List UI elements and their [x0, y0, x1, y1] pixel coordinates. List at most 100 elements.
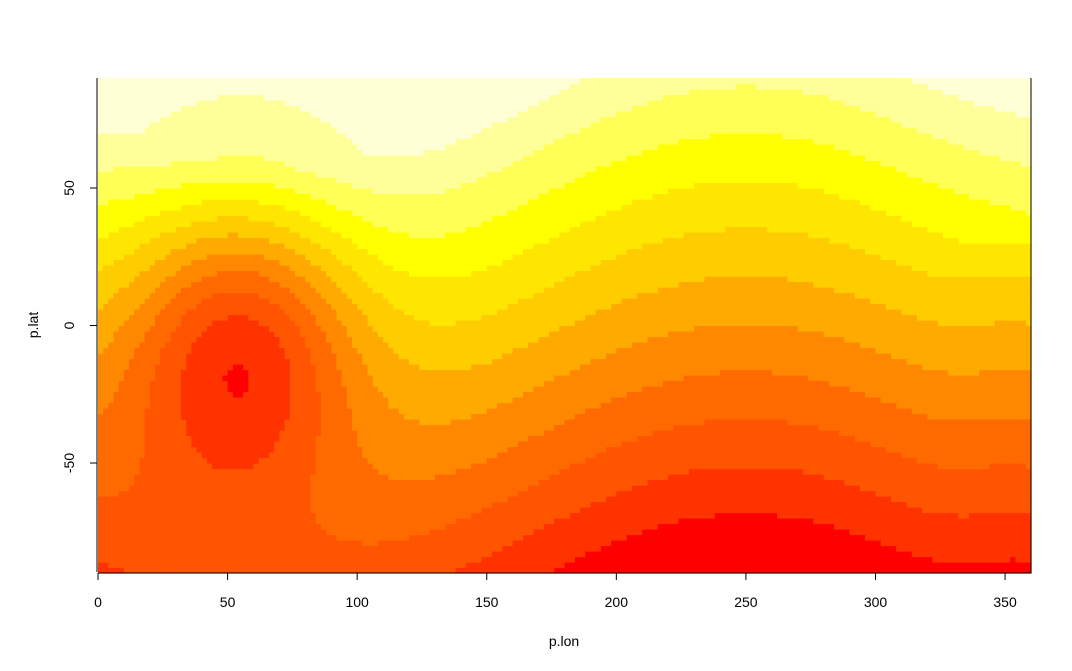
heatmap-cell: [321, 271, 327, 277]
heatmap-cell: [171, 458, 177, 464]
heatmap-cell: [295, 194, 301, 200]
heatmap-cell: [103, 430, 109, 436]
heatmap-cell: [342, 485, 348, 491]
heatmap-cell: [336, 177, 342, 183]
heatmap-cell: [119, 315, 125, 321]
heatmap-cell: [160, 364, 166, 370]
heatmap-cell: [368, 128, 374, 134]
heatmap-cell: [254, 260, 260, 266]
heatmap-cell: [336, 320, 342, 326]
heatmap-cell: [342, 326, 348, 332]
heatmap-cell: [228, 359, 234, 365]
heatmap-cell: [362, 282, 368, 288]
heatmap-cell: [222, 216, 228, 222]
heatmap-cell: [290, 95, 296, 101]
heatmap-cell: [222, 524, 228, 530]
heatmap-cell: [228, 188, 234, 194]
heatmap-cell: [207, 403, 213, 409]
heatmap-cell: [228, 518, 234, 524]
heatmap-cell: [243, 271, 249, 277]
heatmap-cell: [347, 469, 353, 475]
heatmap-cell: [331, 139, 337, 145]
heatmap-cell: [331, 309, 337, 315]
heatmap-cell: [269, 161, 275, 167]
heatmap-cell: [238, 518, 244, 524]
heatmap-cell: [243, 95, 249, 101]
heatmap-cell: [171, 210, 177, 216]
heatmap-cell: [233, 540, 239, 546]
heatmap-cell: [326, 199, 332, 205]
heatmap-cell: [160, 210, 166, 216]
heatmap-cell: [171, 469, 177, 475]
heatmap-cell: [124, 419, 130, 425]
heatmap-cell: [217, 474, 223, 480]
heatmap-cell: [336, 386, 342, 392]
heatmap-cell: [347, 540, 353, 546]
heatmap-cell: [295, 188, 301, 194]
heatmap-cell: [326, 452, 332, 458]
heatmap-cell: [217, 293, 223, 299]
heatmap-cell: [222, 172, 228, 178]
heatmap-cell: [228, 331, 234, 337]
heatmap-cell: [243, 161, 249, 167]
heatmap-cell: [368, 304, 374, 310]
heatmap-cell: [129, 161, 135, 167]
heatmap-cell: [243, 392, 249, 398]
heatmap-cell: [378, 502, 384, 508]
heatmap-cell: [316, 326, 322, 332]
heatmap-cell: [352, 89, 358, 95]
heatmap-cell: [259, 425, 265, 431]
heatmap-cell: [176, 392, 182, 398]
heatmap-cell: [243, 419, 249, 425]
heatmap-cell: [378, 370, 384, 376]
heatmap-cell: [129, 271, 135, 277]
heatmap-cell: [300, 249, 306, 255]
heatmap-cell: [352, 249, 358, 255]
heatmap-cell: [233, 518, 239, 524]
heatmap-cell: [228, 243, 234, 249]
heatmap-cell: [352, 106, 358, 112]
heatmap-cell: [233, 161, 239, 167]
heatmap-cell: [176, 89, 182, 95]
heatmap-cell: [212, 551, 218, 557]
heatmap-cell: [285, 419, 291, 425]
heatmap-cell: [228, 282, 234, 288]
heatmap-cell: [368, 441, 374, 447]
heatmap-cell: [181, 106, 187, 112]
heatmap-cell: [217, 507, 223, 513]
heatmap-cell: [98, 205, 104, 211]
heatmap-cell: [305, 381, 311, 387]
heatmap-cell: [248, 95, 254, 101]
heatmap-cell: [331, 397, 337, 403]
heatmap-cell: [383, 524, 389, 530]
heatmap-cell: [316, 177, 322, 183]
heatmap-cell: [357, 106, 363, 112]
heatmap-cell: [285, 397, 291, 403]
heatmap-cell: [228, 293, 234, 299]
heatmap-cell: [373, 381, 379, 387]
heatmap-cell: [311, 232, 317, 238]
heatmap-cell: [295, 227, 301, 233]
heatmap-cell: [186, 122, 192, 128]
heatmap-cell: [145, 304, 151, 310]
heatmap-cell: [139, 315, 145, 321]
heatmap-cell: [98, 210, 104, 216]
heatmap-cell: [212, 205, 218, 211]
heatmap-cell: [212, 359, 218, 365]
heatmap-cell: [362, 331, 368, 337]
heatmap-cell: [114, 463, 120, 469]
heatmap-cell: [160, 271, 166, 277]
heatmap-cell: [150, 161, 156, 167]
heatmap-cell: [217, 106, 223, 112]
heatmap-cell: [124, 458, 130, 464]
heatmap-cell: [124, 562, 130, 568]
heatmap-cell: [279, 287, 285, 293]
heatmap-cell: [243, 524, 249, 530]
heatmap-cell: [139, 155, 145, 161]
heatmap-cell: [212, 150, 218, 156]
heatmap-cell: [311, 551, 317, 557]
heatmap-cell: [295, 469, 301, 475]
heatmap-cell: [202, 100, 208, 106]
heatmap-cell: [212, 166, 218, 172]
heatmap-cell: [145, 188, 151, 194]
